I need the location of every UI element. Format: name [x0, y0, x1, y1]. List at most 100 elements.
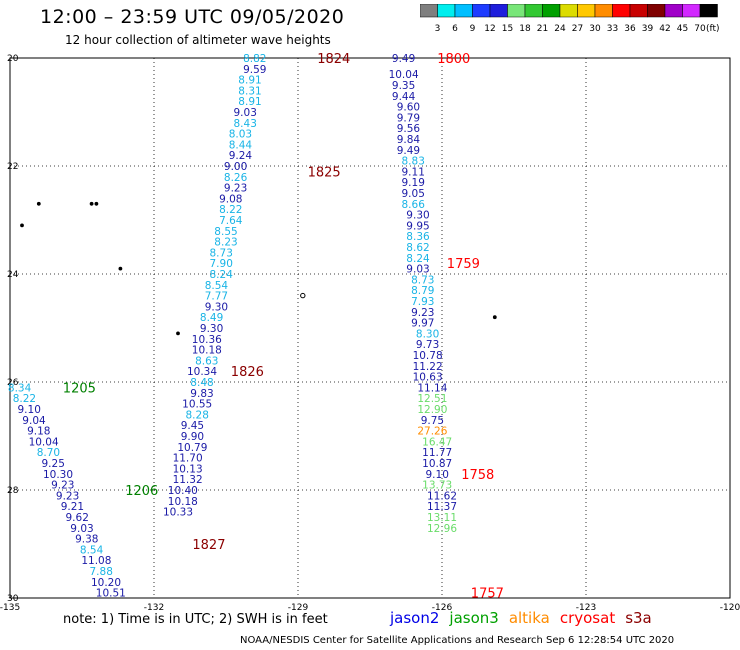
scale-label: 3 [435, 24, 441, 34]
jason3-swh-value: 8.70 [37, 447, 60, 459]
scale-label: 9 [470, 24, 476, 34]
altika-swh-value: 9.30 [406, 210, 429, 222]
credit-line: NOAA/NESDIS Center for Satellite Applica… [240, 635, 675, 646]
scale-label: 45 [677, 24, 688, 34]
jason3-swh-value: 9.23 [56, 490, 79, 502]
jason2-swh-value: 9.30 [200, 323, 223, 335]
altika-swh-value: 9.05 [402, 188, 425, 200]
footer-note: note: 1) Time is in UTC; 2) SWH is in fe… [63, 612, 328, 627]
jason3-swh-value: 9.25 [42, 458, 65, 470]
color-scale-legend: 3 6 9 12 15 18 21 24 27 30 33 36 39 42 45 70 (ft) [420, 4, 720, 34]
jason3-swh-value: 9.21 [61, 501, 84, 513]
jason2-swh-value: 8.03 [229, 129, 252, 141]
jason2-swh-value: 10.34 [187, 366, 217, 378]
scale-label: 6 [452, 24, 458, 34]
latitude-tick-label: 20 [7, 54, 19, 64]
scale-label: 21 [537, 24, 548, 34]
jason3-swh-value: 7.88 [90, 566, 113, 578]
altika-swh-value: 10.63 [413, 372, 443, 384]
scale-label: 33 [607, 24, 618, 34]
jason2-swh-value: 10.18 [192, 345, 222, 357]
scale-label: 12 [484, 24, 495, 34]
scale-label: 24 [554, 24, 566, 34]
jason2-swh-value: 8.73 [210, 247, 233, 259]
jason3-time-label: 1206 [125, 484, 158, 499]
jason2-swh-value: 7.90 [210, 258, 233, 270]
altika-swh-value: 11.14 [417, 382, 447, 394]
altika-swh-value: 8.79 [411, 285, 434, 297]
jason2-swh-value: 9.90 [181, 431, 204, 443]
jason3-swh-value: 9.23 [51, 480, 74, 492]
jason3-swh-value: 8.54 [80, 544, 104, 556]
jason3-swh-value: 9.38 [75, 534, 98, 546]
latitude-tick-label: 24 [7, 270, 19, 280]
jason3-swh-value: 10.51 [96, 588, 126, 600]
island-marker [20, 223, 24, 228]
jason2-swh-value: 8.26 [224, 172, 248, 184]
altika-swh-value: 11.62 [427, 490, 457, 502]
altika-swh-value: 9.49 [397, 145, 420, 157]
altika-swh-value: 8.66 [402, 199, 426, 211]
satellite-legend-jason2: jason2 [390, 609, 440, 627]
altika-swh-value: 9.10 [426, 469, 449, 481]
jason2-swh-value: 9.59 [243, 64, 266, 76]
jason2-time-label: 1826 [231, 365, 264, 380]
altika-swh-value: 8.24 [406, 253, 430, 265]
jason2-swh-value: 8.63 [195, 355, 218, 367]
altika-swh-value: 11.37 [427, 501, 457, 513]
map-subtitle: 12 hour collection of altimeter wave hei… [65, 33, 331, 47]
satellite-legend: jason2 jason3 altika cryosat s3a [390, 609, 662, 627]
scale-label: 30 [589, 24, 601, 34]
jason2-swh-value: 9.24 [229, 150, 253, 162]
altika-swh-value: 9.84 [397, 134, 421, 146]
scale-label: 39 [642, 24, 654, 34]
altika-swh-value: 9.19 [402, 177, 425, 189]
jason2-swh-value: 9.23 [224, 183, 247, 195]
scale-label: 42 [659, 24, 670, 34]
jason2-swh-value: 10.33 [163, 507, 193, 519]
altika-swh-value: 12.96 [427, 523, 457, 535]
jason2-swh-value: 8.23 [214, 237, 237, 249]
altika-swh-value: 27.26 [417, 426, 447, 438]
jason2-swh-value: 7.64 [219, 215, 243, 227]
longitude-tick-label: -126 [432, 603, 453, 613]
island-marker [89, 201, 94, 206]
scale-label: 70 [694, 24, 706, 34]
jason3-swh-value: 9.10 [18, 404, 41, 416]
jason2-swh-value: 9.03 [234, 107, 257, 119]
longitude-tick-label: -120 [720, 603, 740, 613]
jason3-swh-value: 10.04 [29, 436, 59, 448]
altika-swh-value: 11.77 [422, 447, 452, 459]
altika-swh-value: 12.90 [417, 404, 447, 416]
latitude-tick-label: 26 [7, 378, 19, 388]
island-marker [118, 266, 123, 271]
satellite-legend-s3a: s3a [625, 609, 652, 627]
scale-label: 36 [624, 24, 636, 34]
altika-swh-value: 8.73 [411, 274, 434, 286]
jason2-time-label: 1824 [317, 52, 350, 67]
longitude-tick-label: -123 [576, 603, 596, 613]
altika-time-label: 1800 [437, 52, 470, 67]
altika-swh-value: 16.47 [422, 436, 452, 448]
altika-swh-value: 9.79 [397, 112, 420, 124]
altika-time-label: 1759 [447, 257, 480, 272]
altika-swh-value: 12.51 [417, 393, 447, 405]
jason2-swh-value: 8.31 [238, 85, 261, 97]
jason2-swh-value: 9.30 [205, 301, 228, 313]
jason2-swh-value: 7.77 [205, 291, 228, 303]
scale-label: 18 [519, 24, 531, 34]
jason2-swh-value: 10.79 [177, 442, 207, 454]
island-marker [176, 331, 180, 336]
satellite-legend-cryosat: cryosat [559, 609, 616, 627]
jason2-swh-value: 8.24 [210, 269, 234, 281]
jason2-swh-value: 8.82 [243, 53, 266, 65]
altika-swh-value: 9.75 [421, 415, 444, 427]
jason3-swh-value: 9.62 [66, 512, 89, 524]
altika-swh-value: 9.97 [411, 318, 434, 330]
altika-swh-value: 13.73 [422, 480, 452, 492]
jason3-time-label: 1205 [63, 381, 96, 396]
scale-swatch [699, 4, 718, 18]
island-marker [492, 315, 497, 320]
island-marker [36, 201, 41, 206]
altika-swh-value: 8.62 [406, 242, 429, 254]
